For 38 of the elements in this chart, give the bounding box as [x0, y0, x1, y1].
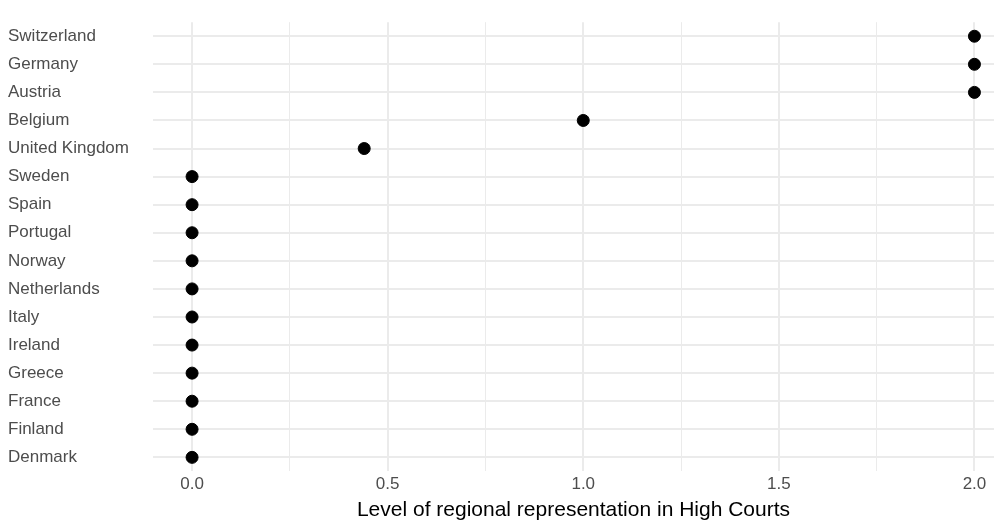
- y-tick-label: United Kingdom: [8, 138, 129, 158]
- point: [185, 282, 199, 296]
- point: [357, 142, 371, 156]
- point: [185, 254, 199, 268]
- y-tick-label: Sweden: [8, 166, 70, 186]
- point: [185, 366, 199, 380]
- point: [185, 310, 199, 324]
- y-tick-label: Austria: [8, 82, 62, 102]
- y-tick-label: Italy: [8, 306, 40, 326]
- x-tick-label: 0.0: [180, 474, 204, 494]
- point: [967, 57, 981, 71]
- point: [185, 394, 199, 408]
- y-tick-label: Germany: [8, 54, 79, 73]
- point: [576, 113, 590, 127]
- point: [185, 422, 199, 436]
- x-tick-label: 0.5: [375, 474, 400, 494]
- y-tick-label: Ireland: [8, 334, 60, 354]
- y-tick-label: Netherlands: [8, 278, 100, 298]
- y-tick-label: Switzerland: [8, 25, 96, 45]
- point: [967, 85, 981, 99]
- x-tick-label: 1.0: [571, 474, 596, 494]
- y-tick-label: Portugal: [8, 222, 72, 242]
- x-axis-title: Level of regional representation in High Courts: [356, 497, 791, 521]
- y-tick-label: France: [8, 390, 61, 410]
- point: [185, 338, 199, 352]
- point: [967, 29, 981, 43]
- x-tick-label: 1.5: [767, 474, 791, 494]
- y-tick-label: Spain: [8, 194, 52, 214]
- y-tick-label: Norway: [8, 250, 67, 270]
- point: [185, 170, 199, 184]
- x-tick-label: 2.0: [962, 474, 987, 494]
- y-tick-label: Belgium: [8, 110, 70, 130]
- point: [185, 450, 199, 464]
- y-tick-label: Finland: [8, 418, 64, 438]
- y-tick-label: Greece: [8, 362, 64, 382]
- point: [185, 226, 199, 240]
- y-tick-label: Denmark: [8, 447, 78, 467]
- point: [185, 198, 199, 212]
